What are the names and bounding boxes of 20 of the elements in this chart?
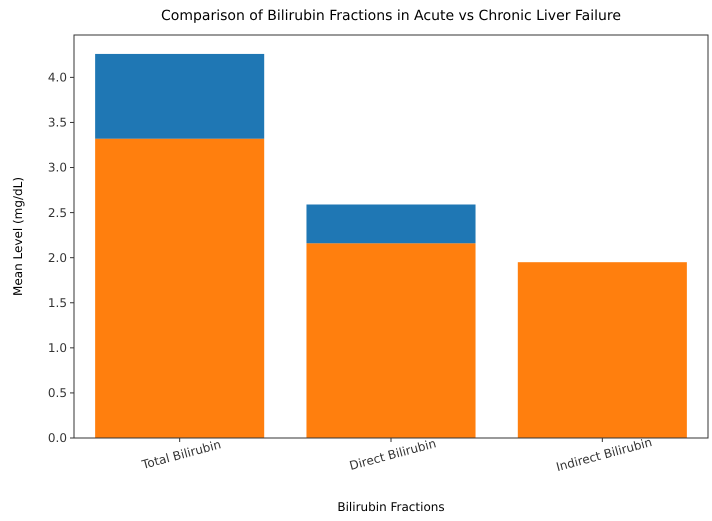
bar — [306, 243, 476, 438]
bar — [95, 54, 264, 139]
y-tick-label: 1.0 — [48, 341, 67, 356]
y-tick-label: 4.0 — [48, 70, 67, 85]
y-tick-label: 2.0 — [48, 250, 67, 265]
y-tick-label: 0.5 — [48, 386, 67, 400]
bar — [95, 138, 264, 438]
x-tick-label: Total Bilirubin — [139, 437, 222, 472]
x-tick-label: Direct Bilirubin — [348, 436, 438, 473]
x-axis-title: Bilirubin Fractions — [337, 500, 445, 514]
y-tick-label: 3.5 — [48, 116, 67, 130]
chart-title: Comparison of Bilirubin Fractions in Acute vs Chronic Liver Failure — [161, 8, 621, 24]
y-tick-label: 2.5 — [48, 206, 67, 220]
y-tick-label: 1.5 — [48, 296, 67, 310]
y-tick-label: 3.0 — [48, 160, 67, 175]
y-axis-title: Mean Level (mg/dL) — [11, 176, 25, 296]
bar — [306, 204, 476, 244]
x-tick-label: Indirect Bilirubin — [554, 435, 654, 474]
bar — [518, 262, 687, 438]
y-tick-label: 0.0 — [48, 431, 67, 446]
